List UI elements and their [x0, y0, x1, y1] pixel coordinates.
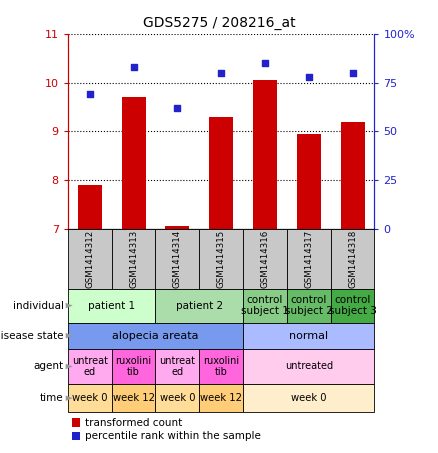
Text: control
subject 2: control subject 2 [285, 295, 333, 316]
Text: control
subject 1: control subject 1 [241, 295, 289, 316]
Bar [122, 97, 145, 229]
Text: GSM1414314: GSM1414314 [173, 230, 182, 288]
Text: patient 1: patient 1 [88, 300, 135, 311]
Text: patient 2: patient 2 [176, 300, 223, 311]
Text: week 0: week 0 [291, 393, 327, 403]
Bar [166, 226, 190, 229]
Point [86, 91, 93, 98]
Text: week 0: week 0 [159, 393, 195, 403]
Text: ruxolini
tib: ruxolini tib [203, 356, 239, 377]
Point [261, 59, 268, 67]
Text: GSM1414313: GSM1414313 [129, 230, 138, 288]
Text: untreat
ed: untreat ed [72, 356, 108, 377]
Text: GSM1414312: GSM1414312 [85, 230, 94, 288]
Text: GSM1414315: GSM1414315 [217, 230, 226, 288]
Text: percentile rank within the sample: percentile rank within the sample [85, 431, 261, 441]
Text: control
subject 3: control subject 3 [328, 295, 377, 316]
Text: agent: agent [33, 361, 64, 371]
Text: GDS5275 / 208216_at: GDS5275 / 208216_at [143, 16, 295, 30]
Text: GSM1414318: GSM1414318 [348, 230, 357, 288]
Text: disease state: disease state [0, 331, 64, 341]
Point [305, 73, 312, 81]
Point [130, 63, 137, 71]
Text: normal: normal [289, 331, 328, 341]
Text: week 0: week 0 [72, 393, 108, 403]
Point [218, 69, 225, 77]
Text: ruxolini
tib: ruxolini tib [116, 356, 152, 377]
Point [174, 104, 181, 111]
Bar [297, 134, 321, 229]
Text: GSM1414316: GSM1414316 [261, 230, 269, 288]
Text: alopecia areata: alopecia areata [112, 331, 199, 341]
Text: week 12: week 12 [113, 393, 155, 403]
Bar [209, 117, 233, 229]
Bar [341, 122, 364, 229]
Text: time: time [40, 393, 64, 403]
Text: GSM1414317: GSM1414317 [304, 230, 313, 288]
Text: individual: individual [13, 300, 64, 311]
Bar [78, 185, 102, 229]
Text: untreat
ed: untreat ed [159, 356, 195, 377]
Point [349, 69, 356, 77]
Text: week 12: week 12 [200, 393, 242, 403]
Text: untreated: untreated [285, 361, 333, 371]
Bar [253, 80, 277, 229]
Text: transformed count: transformed count [85, 418, 182, 428]
